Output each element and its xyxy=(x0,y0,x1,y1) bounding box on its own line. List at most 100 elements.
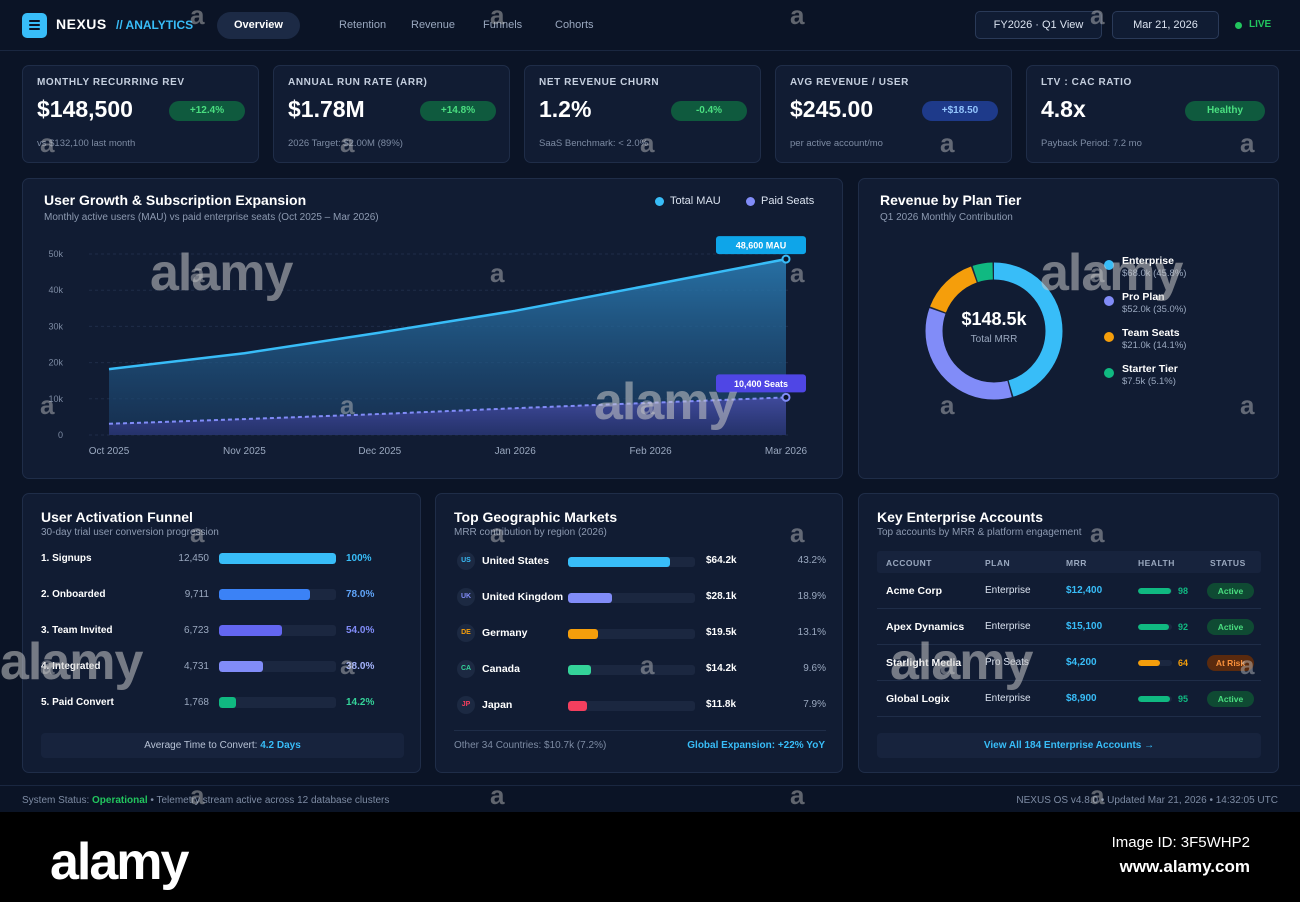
table-row[interactable]: Acme Corp Enterprise $12,400 98 Active xyxy=(877,573,1261,609)
kpi-card-churn[interactable]: NET REVENUE CHURN 1.2% -0.4% SaaS Benchm… xyxy=(524,65,761,163)
x-tick-label: Nov 2025 xyxy=(223,446,266,457)
plan-tier-subtitle: Q1 2026 Monthly Contribution xyxy=(880,212,1013,223)
y-tick-label: 0 xyxy=(58,430,63,440)
legend-team-icon xyxy=(1104,332,1114,342)
brand-subtitle: // ANALYTICS xyxy=(116,18,194,32)
view-all-accounts-link[interactable]: View All 184 Enterprise Accounts → xyxy=(877,733,1261,758)
geo-bar-track xyxy=(568,557,695,567)
series-line-mau[interactable] xyxy=(108,257,787,371)
country-name[interactable]: Germany xyxy=(482,627,528,639)
kpi-value: 1.2% xyxy=(539,96,592,122)
legend-starter-value: $7.5k (5.1%) xyxy=(1122,376,1176,387)
watermark-glyph: a xyxy=(490,0,505,30)
kpi-card-arr[interactable]: ANNUAL RUN RATE (ARR) $1.78M +14.8% 2026… xyxy=(273,65,510,163)
kpi-label: NET REVENUE CHURN xyxy=(539,77,660,88)
account-plan: Pro Seats xyxy=(985,657,1029,668)
logo-icon[interactable] xyxy=(22,13,47,38)
system-status-detail: • Telemetry stream active across 12 data… xyxy=(150,795,390,806)
kpi-badge: -0.4% xyxy=(671,101,747,121)
account-name[interactable]: Apex Dynamics xyxy=(886,621,965,633)
kpi-card-mrr[interactable]: MONTHLY RECURRING REV $148,500 +12.4% vs… xyxy=(22,65,259,163)
tab-cohorts[interactable]: Cohorts xyxy=(555,19,594,31)
watermark-glyph: a xyxy=(1240,650,1255,680)
funnel-step-percent: 38.0% xyxy=(346,661,375,672)
data-point-mau[interactable] xyxy=(781,254,791,264)
table-row[interactable]: Global Logix Enterprise $8,900 95 Active xyxy=(877,681,1261,717)
funnel-bar-track[interactable] xyxy=(219,589,336,600)
country-name[interactable]: Canada xyxy=(482,663,520,675)
geo-bar-fill xyxy=(568,701,588,711)
country-name[interactable]: United Kingdom xyxy=(482,591,564,603)
kpi-card-arpu[interactable]: AVG REVENUE / USER $245.00 +$18.50 per a… xyxy=(775,65,1012,163)
geo-share-percent: 18.9% xyxy=(797,591,826,602)
account-plan: Enterprise xyxy=(985,693,1031,704)
col-health[interactable]: HEALTH xyxy=(1138,558,1175,568)
geo-mrr-value: $14.2k xyxy=(706,663,737,674)
funnel-bar-track[interactable] xyxy=(219,553,336,564)
plan-tier-donut[interactable] xyxy=(859,179,1280,480)
account-name[interactable]: Global Logix xyxy=(886,693,950,705)
period-selector[interactable]: FY2026 · Q1 View xyxy=(975,11,1102,39)
country-code-badge: UK xyxy=(457,588,475,606)
watermark-glyph: a xyxy=(190,0,205,30)
donut-slice-enterprise[interactable] xyxy=(925,262,1063,400)
kpi-badge: +$18.50 xyxy=(922,101,998,121)
status-badge: Active xyxy=(1207,691,1254,707)
account-name[interactable]: Starlight Media xyxy=(886,657,962,669)
watermark-glyph: a xyxy=(790,518,805,548)
funnel-bar-track[interactable] xyxy=(219,697,336,708)
funnel-step-percent: 100% xyxy=(346,553,372,564)
kpi-subtext: 2026 Target: $2.00M (89%) xyxy=(288,138,403,149)
tab-retention[interactable]: Retention xyxy=(339,19,387,31)
account-name[interactable]: Acme Corp xyxy=(886,585,943,597)
geo-bar-fill xyxy=(568,557,670,567)
table-row[interactable]: Apex Dynamics Enterprise $15,100 92 Active xyxy=(877,609,1261,645)
col-status[interactable]: STATUS xyxy=(1210,558,1246,568)
chart-subtitle: Monthly active users (MAU) vs paid enter… xyxy=(44,212,379,223)
watermark-logo: alamy xyxy=(594,373,737,431)
funnel-bar-track[interactable] xyxy=(219,661,336,672)
watermark-glyph: a xyxy=(940,390,955,420)
geo-bar-fill xyxy=(568,665,591,675)
series-area-seats xyxy=(109,397,786,435)
status-badge: At Risk xyxy=(1207,655,1254,671)
geo-expansion-link[interactable]: Global Expansion: +22% YoY xyxy=(687,740,825,751)
kpi-value: $148,500 xyxy=(37,96,133,122)
tab-revenue[interactable]: Revenue xyxy=(411,19,456,31)
watermark-glyph: a xyxy=(940,128,955,158)
date-picker[interactable]: Mar 21, 2026 xyxy=(1112,11,1219,39)
series-line-seats[interactable] xyxy=(108,396,787,425)
watermark-glyph: a xyxy=(1240,390,1255,420)
watermark-glyph: a xyxy=(490,518,505,548)
tab-funnels[interactable]: Funnels xyxy=(483,19,523,31)
col-plan[interactable]: PLAN xyxy=(985,558,1011,568)
geo-share-percent: 43.2% xyxy=(797,555,826,566)
account-mrr: $4,200 xyxy=(1066,657,1097,668)
legend-mau-label[interactable]: Total MAU xyxy=(670,195,721,207)
funnel-step-count: 6,723 xyxy=(183,625,209,636)
kpi-badge: +12.4% xyxy=(169,101,245,121)
funnel-bar-track[interactable] xyxy=(219,625,336,636)
legend-seats-label[interactable]: Paid Seats xyxy=(761,195,815,207)
col-mrr[interactable]: MRR xyxy=(1066,558,1087,568)
y-tick-label: 50k xyxy=(48,249,63,259)
kpi-label: ANNUAL RUN RATE (ARR) xyxy=(288,77,428,88)
kpi-card-ltv-cac[interactable]: LTV : CAC RATIO 4.8x Healthy Payback Per… xyxy=(1026,65,1279,163)
donut-slice-pro-plan[interactable] xyxy=(925,262,1063,400)
geo-bar-track xyxy=(568,701,695,711)
funnel-step-count: 1,768 xyxy=(183,697,209,708)
table-row[interactable]: Starlight Media Pro Seats $4,200 64 At Risk xyxy=(877,645,1261,681)
growth-area-chart[interactable]: 0 10k 20k 30k 40k 50k Oct 2025 Nov 2025 Dec 2025… xyxy=(23,179,844,480)
country-name[interactable]: United States xyxy=(482,555,550,567)
watermark-glyph: a xyxy=(1090,258,1105,288)
watermark-glyph: a xyxy=(340,650,355,680)
status-badge: Active xyxy=(1207,619,1254,635)
watermark-glyph: a xyxy=(1090,0,1105,30)
kpi-value: $245.00 xyxy=(790,96,874,122)
col-account[interactable]: ACCOUNT xyxy=(886,558,932,568)
kpi-subtext: Payback Period: 7.2 mo xyxy=(1041,138,1142,149)
data-point-seats[interactable] xyxy=(781,392,791,402)
tab-overview[interactable]: Overview xyxy=(217,12,300,39)
accounts-subtitle: Top accounts by MRR & platform engagemen… xyxy=(877,527,1082,538)
country-name[interactable]: Japan xyxy=(482,699,513,711)
